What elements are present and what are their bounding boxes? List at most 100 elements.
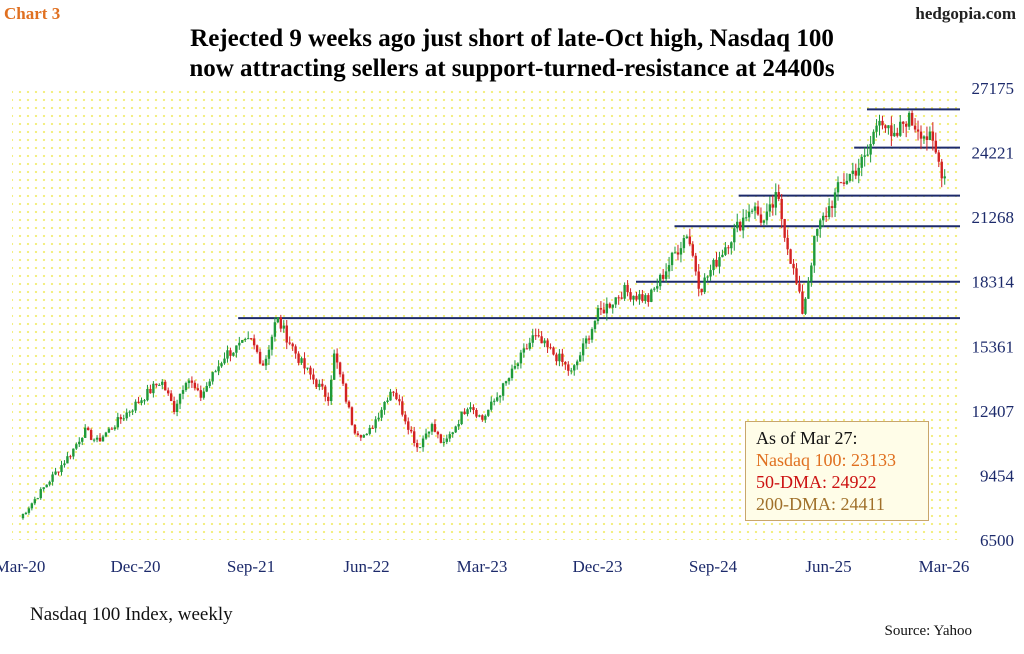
- candle-body: [137, 401, 140, 404]
- y-tick-label: 9454: [980, 466, 1015, 485]
- candle-body: [798, 283, 801, 292]
- candle-body: [368, 427, 371, 434]
- candle-body: [220, 363, 223, 367]
- candle-body: [454, 426, 457, 433]
- candle-body: [187, 380, 191, 384]
- candle-body: [653, 288, 656, 290]
- candle-body: [709, 270, 712, 277]
- candle-body: [205, 385, 208, 392]
- candle-body: [318, 383, 321, 387]
- candle-body: [866, 154, 869, 156]
- candle-body: [66, 456, 69, 464]
- candle-body: [164, 381, 167, 391]
- candle-body: [827, 206, 831, 218]
- candle-body: [522, 348, 526, 353]
- candle-body: [457, 424, 460, 427]
- candle-body: [401, 401, 404, 415]
- candle-body: [39, 489, 42, 499]
- candle-body: [235, 345, 238, 353]
- candle-body: [95, 437, 99, 440]
- candle-body: [842, 182, 846, 184]
- candle-body: [430, 424, 434, 432]
- candle-body: [561, 353, 564, 362]
- candle-body: [599, 308, 603, 310]
- candle-body: [273, 322, 277, 337]
- candle-body: [493, 400, 496, 402]
- candle-body: [899, 121, 902, 136]
- y-tick-label: 27175: [972, 79, 1015, 98]
- candle-body: [833, 192, 837, 208]
- candle-body: [69, 456, 72, 458]
- candle-body: [356, 433, 360, 436]
- candle-body: [63, 463, 66, 466]
- candle-body: [756, 206, 760, 215]
- candle-body: [294, 346, 297, 354]
- candle-body: [632, 295, 635, 300]
- candle-body: [445, 438, 448, 442]
- candle-body: [392, 391, 395, 393]
- candle-body: [581, 343, 585, 356]
- candle-body: [635, 295, 638, 300]
- candle-body: [584, 338, 588, 344]
- candle-body: [664, 271, 668, 279]
- candle-body: [386, 400, 389, 403]
- candle-body: [172, 401, 176, 413]
- candle-body: [229, 350, 232, 356]
- candle-body: [332, 353, 336, 380]
- candle-body: [415, 442, 419, 448]
- candle-body: [181, 390, 185, 394]
- x-tick-label: Jun-25: [805, 557, 851, 576]
- candle-body: [848, 173, 852, 181]
- candle-body: [839, 182, 843, 184]
- candle-body: [241, 339, 244, 343]
- candle-body: [155, 383, 158, 386]
- candle-body: [359, 435, 363, 438]
- candle-body: [217, 366, 220, 372]
- candle-body: [143, 400, 146, 402]
- candle-body: [475, 410, 478, 417]
- candle-body: [484, 415, 487, 420]
- candle-body: [860, 156, 863, 168]
- candle-body: [152, 383, 155, 394]
- candle-body: [324, 386, 327, 397]
- x-tick-label: Dec-20: [110, 557, 160, 576]
- candle-body: [146, 388, 149, 401]
- x-axis: Mar-20 Dec-20 Sep-21 Jun-22 Mar-23 Dec-23 Sep-…: [0, 557, 969, 576]
- legend-nasdaq: Nasdaq 100: 23133: [756, 450, 896, 470]
- candle-body: [813, 235, 816, 266]
- candle-body: [724, 247, 727, 255]
- candle-body: [175, 403, 179, 413]
- x-tick-label: Mar-23: [457, 557, 508, 576]
- candle-body: [650, 289, 653, 302]
- candle-body: [626, 284, 629, 293]
- candle-body: [495, 397, 499, 401]
- candle-body: [872, 131, 875, 144]
- candle-body: [768, 204, 772, 212]
- candle-body: [427, 431, 431, 434]
- candle-body: [555, 354, 558, 362]
- candle-body: [893, 132, 896, 137]
- candle-body: [75, 444, 78, 449]
- candle-body: [291, 343, 294, 347]
- candle-body: [718, 257, 721, 267]
- candle-body: [685, 236, 689, 239]
- candle-body: [528, 342, 531, 349]
- candle-body: [128, 411, 131, 413]
- candle-body: [504, 381, 508, 384]
- candle-body: [442, 441, 446, 443]
- candle-body: [178, 393, 182, 404]
- candle-body: [84, 427, 87, 438]
- candle-body: [816, 228, 819, 236]
- candle-body: [682, 238, 686, 249]
- candle-body: [404, 414, 407, 422]
- candle-body: [697, 271, 700, 289]
- candle-body: [338, 362, 342, 375]
- candle-body: [836, 182, 840, 193]
- candle-body: [244, 338, 247, 340]
- candle-body: [134, 401, 137, 411]
- candle-body: [789, 249, 792, 264]
- x-tick-label: Jun-22: [343, 557, 389, 576]
- candle-body: [780, 198, 783, 220]
- candle-body: [261, 363, 265, 366]
